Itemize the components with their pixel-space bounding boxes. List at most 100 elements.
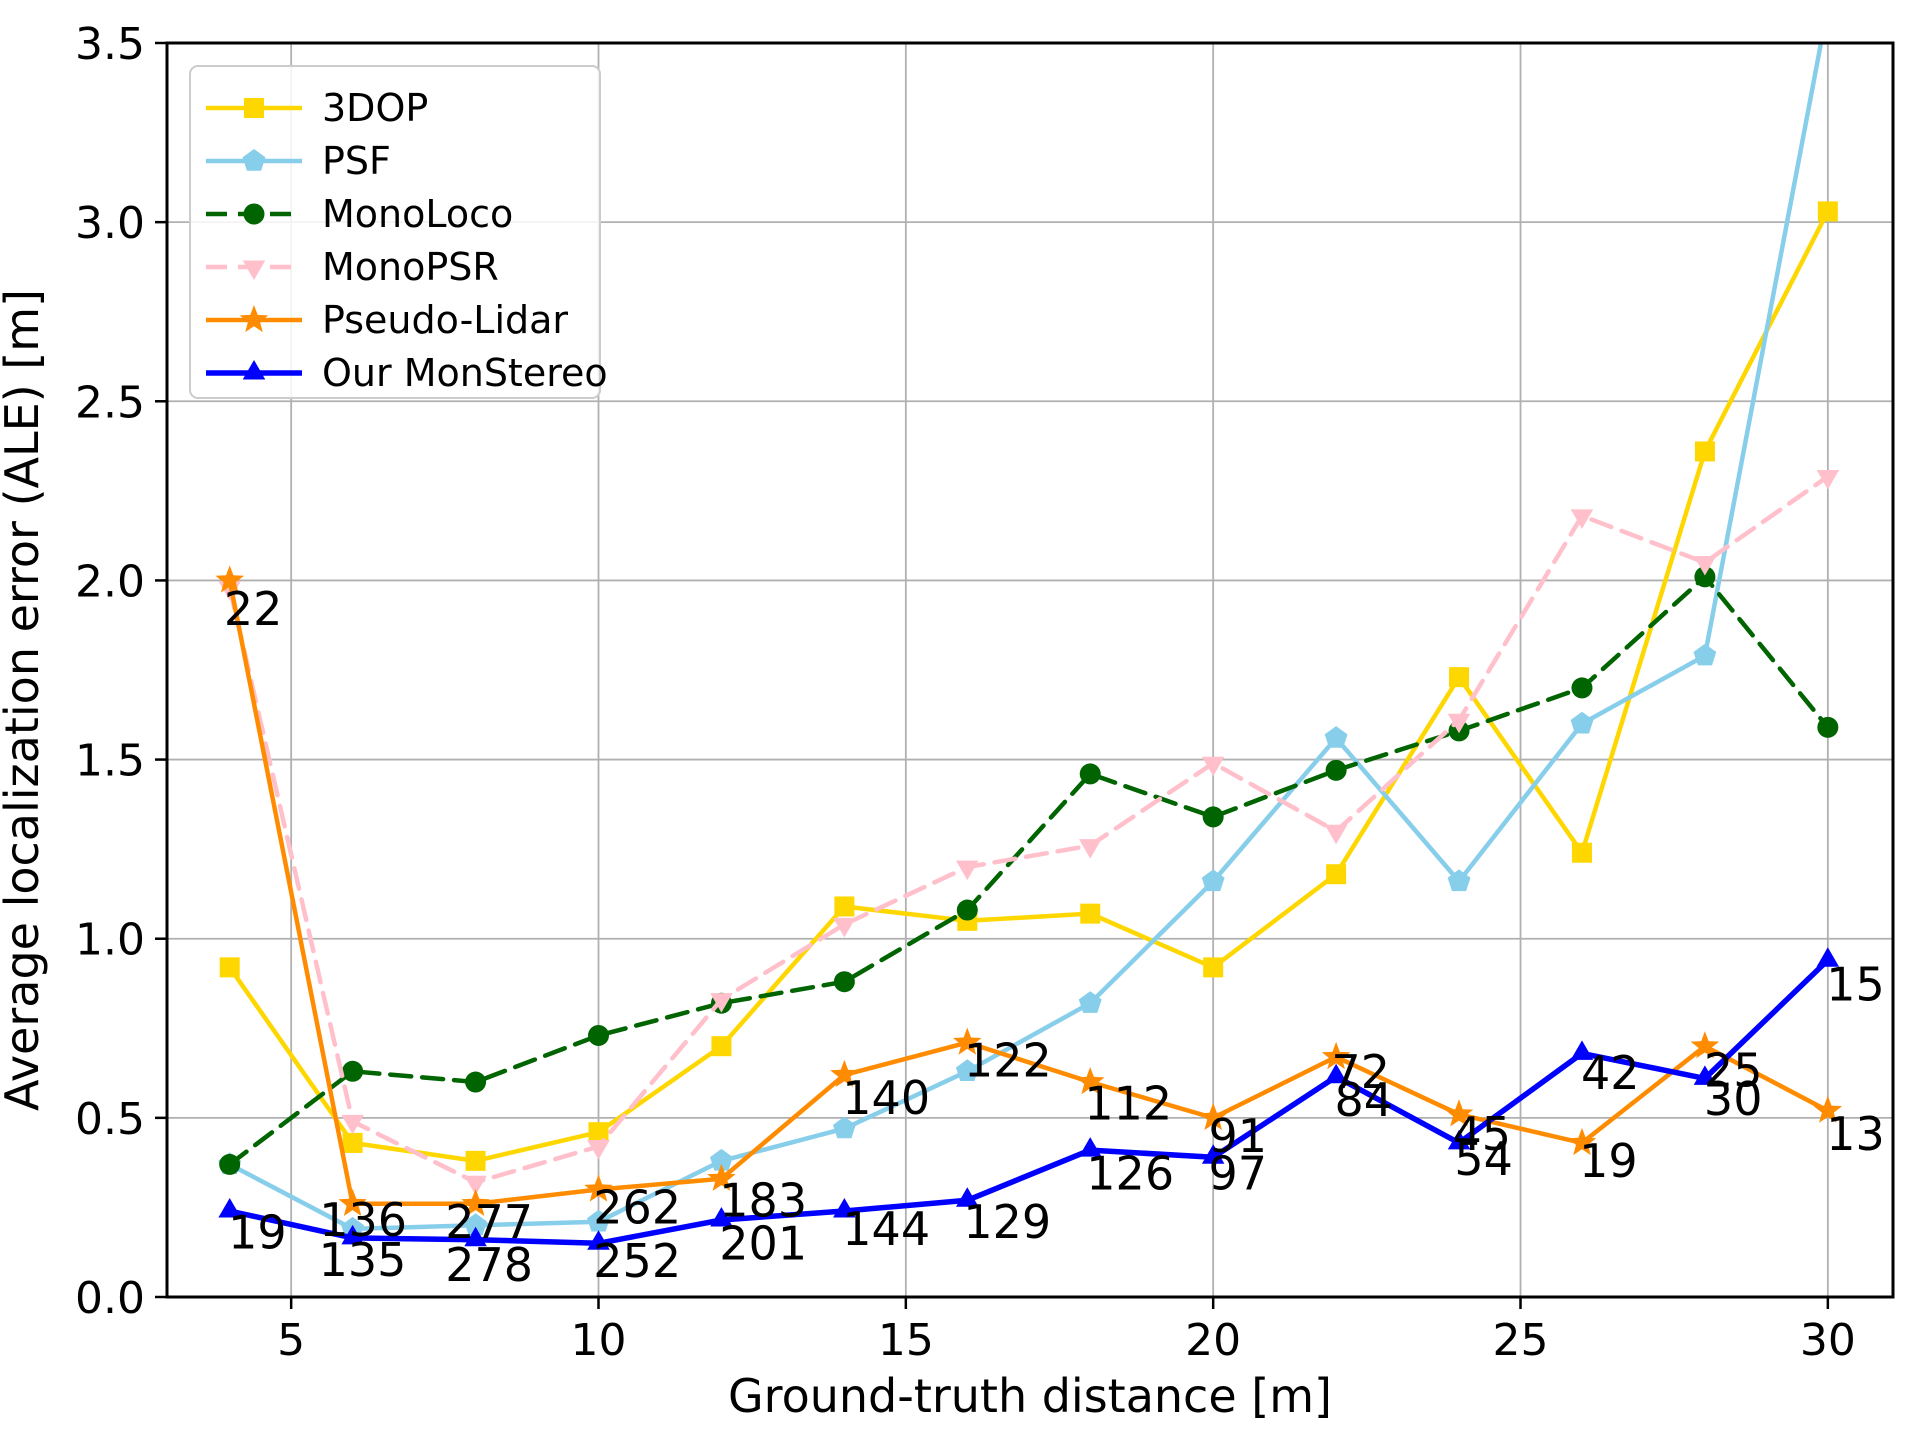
- legend-label: PSF: [322, 139, 391, 183]
- series-marker-MonoLoco: [1079, 763, 1101, 785]
- series-marker-3DOP: [1449, 667, 1470, 688]
- series-marker-PSF: [955, 1059, 979, 1081]
- series-marker-PSF: [1201, 869, 1225, 892]
- series-marker-MonoLoco: [1571, 677, 1593, 699]
- annotation-15: 15: [1826, 958, 1885, 1012]
- annotation-126: 126: [1086, 1146, 1174, 1200]
- series-marker-Our MonStereo: [833, 1198, 856, 1218]
- annotation-72: 72: [1331, 1045, 1390, 1099]
- series-marker-Pseudo-Lidar: [338, 1188, 367, 1216]
- series-marker-Our MonStereo: [218, 1198, 241, 1218]
- series-marker-3DOP: [1817, 201, 1838, 222]
- legend-label: MonoLoco: [322, 192, 513, 236]
- x-axis-label: Ground-truth distance [m]: [728, 1369, 1332, 1423]
- series-marker-Our MonStereo: [1079, 1137, 1102, 1157]
- legend-label: Pseudo-Lidar: [322, 298, 568, 342]
- y-tick-label-1: 1.0: [75, 915, 145, 966]
- series-marker-MonoLoco: [465, 1071, 487, 1093]
- series-line-MonoPSR: [227, 474, 1831, 1185]
- annotation-278: 278: [445, 1238, 533, 1292]
- series-marker-Pseudo-Lidar: [461, 1188, 490, 1216]
- legend-item-Our MonStereo: Our MonStereo: [206, 351, 608, 395]
- series-marker-Our MonStereo: [1816, 947, 1840, 967]
- series-line-3DOP: [227, 209, 1831, 1164]
- legend-label: 3DOP: [322, 86, 428, 130]
- x-tick-label-30: 30: [1800, 1315, 1856, 1366]
- series-marker-Our MonStereo: [341, 1224, 364, 1245]
- legend-item-3DOP: 3DOP: [206, 86, 428, 130]
- series-marker-PSF: [464, 1213, 487, 1236]
- series-marker-3DOP: [1080, 903, 1101, 924]
- series-marker-MonoLoco: [956, 899, 978, 921]
- series-marker-MonoPSR: [464, 1175, 487, 1196]
- y-tick-label-2.5: 2.5: [75, 377, 145, 428]
- annotation-129: 129: [963, 1195, 1051, 1249]
- series-marker-3DOP: [342, 1132, 363, 1153]
- annotation-42: 42: [1581, 1046, 1640, 1100]
- series-marker-MonoLoco: [342, 1060, 364, 1082]
- legend-marker-triangle-up: [242, 360, 266, 380]
- series-marker-MonoPSR: [1201, 756, 1225, 777]
- series-marker-3DOP: [1203, 957, 1224, 978]
- annotation-97: 97: [1209, 1146, 1268, 1200]
- annotation-112: 112: [1084, 1077, 1172, 1131]
- series-marker-Our MonStereo: [1570, 1040, 1594, 1060]
- series-marker-Our MonStereo: [1447, 1129, 1471, 1150]
- series-marker-Pseudo-Lidar: [953, 1027, 982, 1055]
- series-marker-3DOP: [1326, 864, 1347, 885]
- series-marker-PSF: [1816, 0, 1839, 17]
- annotation-277: 277: [445, 1195, 533, 1249]
- y-tick-label-0.5: 0.5: [75, 1094, 145, 1145]
- y-axis-label: Average localization error (ALE) [m]: [0, 289, 49, 1111]
- series-marker-Pseudo-Lidar: [1567, 1127, 1597, 1156]
- series-marker-MonoPSR: [1324, 824, 1348, 845]
- series-marker-MonoLoco: [1817, 716, 1839, 738]
- series-marker-MonoPSR: [341, 1114, 364, 1135]
- series-marker-MonoLoco: [1202, 806, 1224, 828]
- annotation-252: 252: [593, 1234, 681, 1288]
- x-tick-label-5: 5: [277, 1315, 305, 1366]
- series-MonoPSR: [218, 470, 1840, 1196]
- x-tick-label-20: 20: [1185, 1315, 1241, 1366]
- series-Our MonStereo: [218, 947, 1840, 1250]
- series-marker-Pseudo-Lidar: [1813, 1095, 1843, 1123]
- series-marker-MonoPSR: [1447, 713, 1471, 734]
- legend-marker-circle: [243, 203, 265, 225]
- series-marker-Pseudo-Lidar: [1444, 1099, 1474, 1127]
- annotation-262: 262: [593, 1180, 681, 1234]
- series-marker-Pseudo-Lidar: [1076, 1067, 1105, 1095]
- legend-marker-star: [239, 305, 269, 333]
- legend-item-MonoPSR: MonoPSR: [206, 245, 499, 289]
- legend-box: [189, 65, 601, 399]
- series-marker-MonoPSR: [1693, 556, 1717, 576]
- series-3DOP: [219, 201, 1838, 1171]
- legend-item-Pseudo-Lidar: Pseudo-Lidar: [206, 298, 568, 342]
- series-marker-3DOP: [1694, 441, 1715, 462]
- annotation-13: 13: [1826, 1107, 1885, 1161]
- y-tick-label-3.5: 3.5: [75, 19, 145, 70]
- series-marker-Our MonStereo: [464, 1226, 487, 1247]
- series-marker-Our MonStereo: [1201, 1144, 1225, 1164]
- series-marker-Our MonStereo: [587, 1230, 610, 1250]
- y-tick-label-2: 2.0: [75, 556, 145, 607]
- series-marker-PSF: [833, 1116, 856, 1139]
- axes-spines: [165, 41, 1895, 1299]
- series-marker-PSF: [1324, 726, 1348, 748]
- series-marker-Pseudo-Lidar: [1321, 1041, 1351, 1070]
- annotation-201: 201: [719, 1216, 807, 1270]
- series-marker-MonoPSR: [833, 917, 856, 938]
- series-marker-Pseudo-Lidar: [707, 1163, 736, 1191]
- legend-marker-square: [244, 98, 264, 118]
- legend-label: Our MonStereo: [322, 351, 608, 395]
- series-marker-MonoPSR: [1079, 839, 1102, 859]
- x-tick-label-25: 25: [1493, 1315, 1549, 1366]
- series-marker-PSF: [710, 1148, 733, 1171]
- annotation-144: 144: [842, 1202, 930, 1256]
- annotation-45: 45: [1453, 1107, 1512, 1161]
- series-line-PSF: [227, 43, 1824, 1232]
- series-marker-3DOP: [219, 957, 240, 978]
- series-marker-Our MonStereo: [956, 1187, 979, 1207]
- x-tick-label-15: 15: [878, 1315, 934, 1366]
